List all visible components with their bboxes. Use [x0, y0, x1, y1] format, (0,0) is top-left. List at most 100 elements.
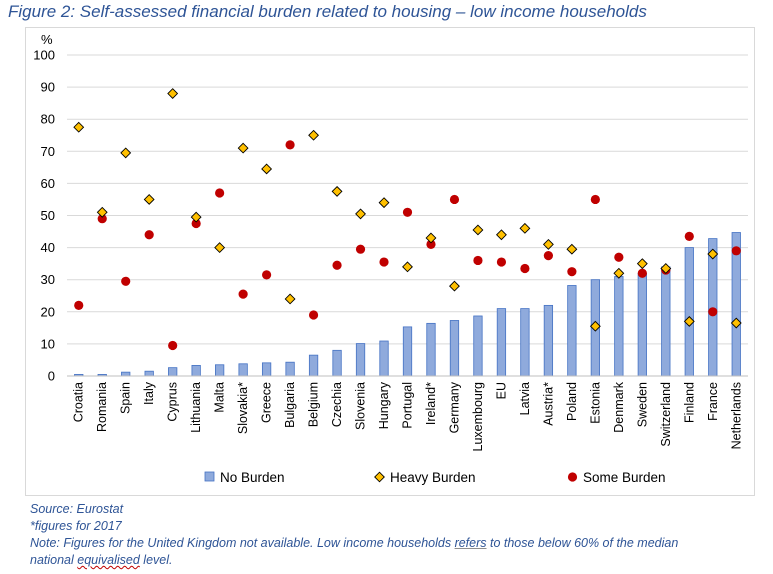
bar-no-burden — [567, 285, 577, 377]
y-tick-label: 70 — [41, 144, 55, 159]
bar-no-burden — [684, 247, 694, 377]
marker-heavy-burden — [707, 248, 719, 260]
marker-heavy-burden — [402, 261, 413, 273]
x-tick-label: Hungary — [377, 381, 391, 429]
marker-heavy-burden — [96, 206, 108, 218]
marker-some-burden — [449, 194, 460, 205]
x-tick-label: Switzerland — [659, 382, 673, 447]
bar-no-burden — [520, 308, 530, 377]
x-tick-label: Denmark — [612, 381, 626, 432]
marker-some-burden — [332, 260, 342, 270]
bar-no-burden — [661, 266, 671, 377]
marker-heavy-burden — [284, 293, 296, 305]
marker-heavy-burden — [143, 194, 155, 205]
marker-some-burden — [308, 310, 319, 320]
marker-heavy-burden — [613, 267, 625, 279]
marker-some-burden — [97, 214, 107, 224]
figure-notes: Source: Eurostat *figures for 2017 Note:… — [30, 501, 760, 569]
x-tick-label: Belgium — [307, 382, 321, 427]
marker-heavy-burden — [425, 232, 437, 244]
marker-heavy-burden — [636, 258, 648, 270]
marker-some-burden — [708, 307, 718, 317]
x-tick-label: Germany — [447, 381, 461, 433]
marker-heavy-burden — [73, 121, 85, 133]
x-tick-label: Austria* — [541, 382, 555, 426]
x-tick-label: Ireland* — [424, 382, 438, 425]
marker-some-burden — [731, 246, 741, 256]
y-tick-label: 40 — [41, 240, 55, 255]
x-tick-label: Bulgaria — [283, 382, 297, 428]
marker-some-burden — [285, 140, 295, 150]
x-tick-label: Greece — [260, 382, 274, 423]
marker-some-burden — [74, 300, 84, 310]
bar-no-burden — [543, 304, 554, 377]
marker-some-burden — [473, 255, 483, 266]
marker-heavy-burden — [519, 222, 531, 234]
legend-item: Some Burden — [567, 470, 666, 485]
y-axis-label: % — [41, 32, 53, 47]
x-tick-label: Spain — [119, 382, 133, 414]
x-tick-label: Poland — [565, 382, 579, 421]
x-tick-label: Czechia — [330, 382, 344, 427]
bar-no-burden — [614, 276, 624, 377]
marker-some-burden — [637, 268, 647, 278]
y-tick-label: 90 — [41, 80, 55, 95]
bar-no-burden — [449, 320, 460, 377]
y-tick-label: 20 — [41, 304, 55, 319]
marker-some-burden — [567, 267, 577, 277]
x-tick-label: Latvia — [518, 382, 532, 415]
bar-no-burden — [426, 322, 436, 377]
marker-heavy-burden — [683, 315, 695, 327]
bar-no-burden — [215, 364, 225, 377]
marker-heavy-burden — [237, 142, 249, 154]
marker-heavy-burden — [167, 88, 179, 99]
bar-no-burden — [261, 362, 272, 377]
y-tick-label: 0 — [48, 369, 55, 384]
y-tick-label: 60 — [41, 176, 55, 191]
marker-heavy-burden — [472, 224, 484, 236]
marker-some-burden — [402, 207, 413, 217]
chart-frame — [25, 27, 755, 496]
marker-heavy-burden — [331, 185, 343, 197]
bar-no-burden — [191, 365, 201, 377]
marker-some-burden — [543, 251, 553, 261]
legend-item: No Burden — [204, 470, 285, 485]
legend: No Burden Heavy Burden Some Burden — [204, 470, 666, 485]
bar-no-burden — [355, 343, 366, 377]
gridlines — [67, 54, 748, 345]
marker-heavy-burden — [214, 242, 226, 254]
bar-no-burden — [637, 272, 647, 377]
bars-no-burden — [74, 232, 741, 377]
x-tick-label: Portugal — [401, 382, 415, 429]
marker-heavy-burden — [542, 238, 554, 250]
bar-no-burden — [144, 370, 154, 377]
legend-label: Some Burden — [583, 470, 666, 485]
bar-no-burden — [473, 315, 483, 377]
legend-label: Heavy Burden — [390, 470, 476, 485]
bar-no-burden — [496, 308, 507, 377]
chart-svg: 0 10 20 30 40 50 60 70 80 90 100% Croatia Romania Spa… — [33, 32, 748, 485]
x-tick-label: Slovakia* — [236, 382, 250, 434]
marker-heavy-burden — [730, 317, 742, 329]
x-tick-label: Romania — [95, 382, 109, 432]
marker-some-burden — [379, 257, 389, 267]
marker-some-burden — [238, 289, 248, 299]
marker-some-burden — [262, 270, 272, 280]
x-tick-label: Croatia — [72, 382, 86, 422]
y-tick-label: 50 — [41, 208, 55, 223]
marker-heavy-burden — [261, 163, 273, 175]
x-tick-label: Sweden — [635, 382, 649, 427]
note-word-refers: refers — [454, 536, 487, 550]
marker-heavy-burden — [120, 147, 132, 159]
bar-no-burden — [168, 367, 178, 377]
tick-labels: 0 10 20 30 40 50 60 70 80 90 100% Croatia Romania Spa… — [33, 32, 743, 451]
x-tick-label: Malta — [213, 382, 227, 413]
y-tick-label: 10 — [41, 336, 55, 351]
bar-no-burden — [121, 371, 131, 377]
x-tick-label: Estonia — [588, 382, 602, 424]
x-tick-label: Cyprus — [166, 382, 180, 422]
x-tick-label: Italy — [142, 381, 156, 405]
marker-heavy-burden — [495, 229, 507, 241]
marker-heavy-burden — [449, 280, 460, 292]
x-tick-label: France — [706, 382, 720, 421]
